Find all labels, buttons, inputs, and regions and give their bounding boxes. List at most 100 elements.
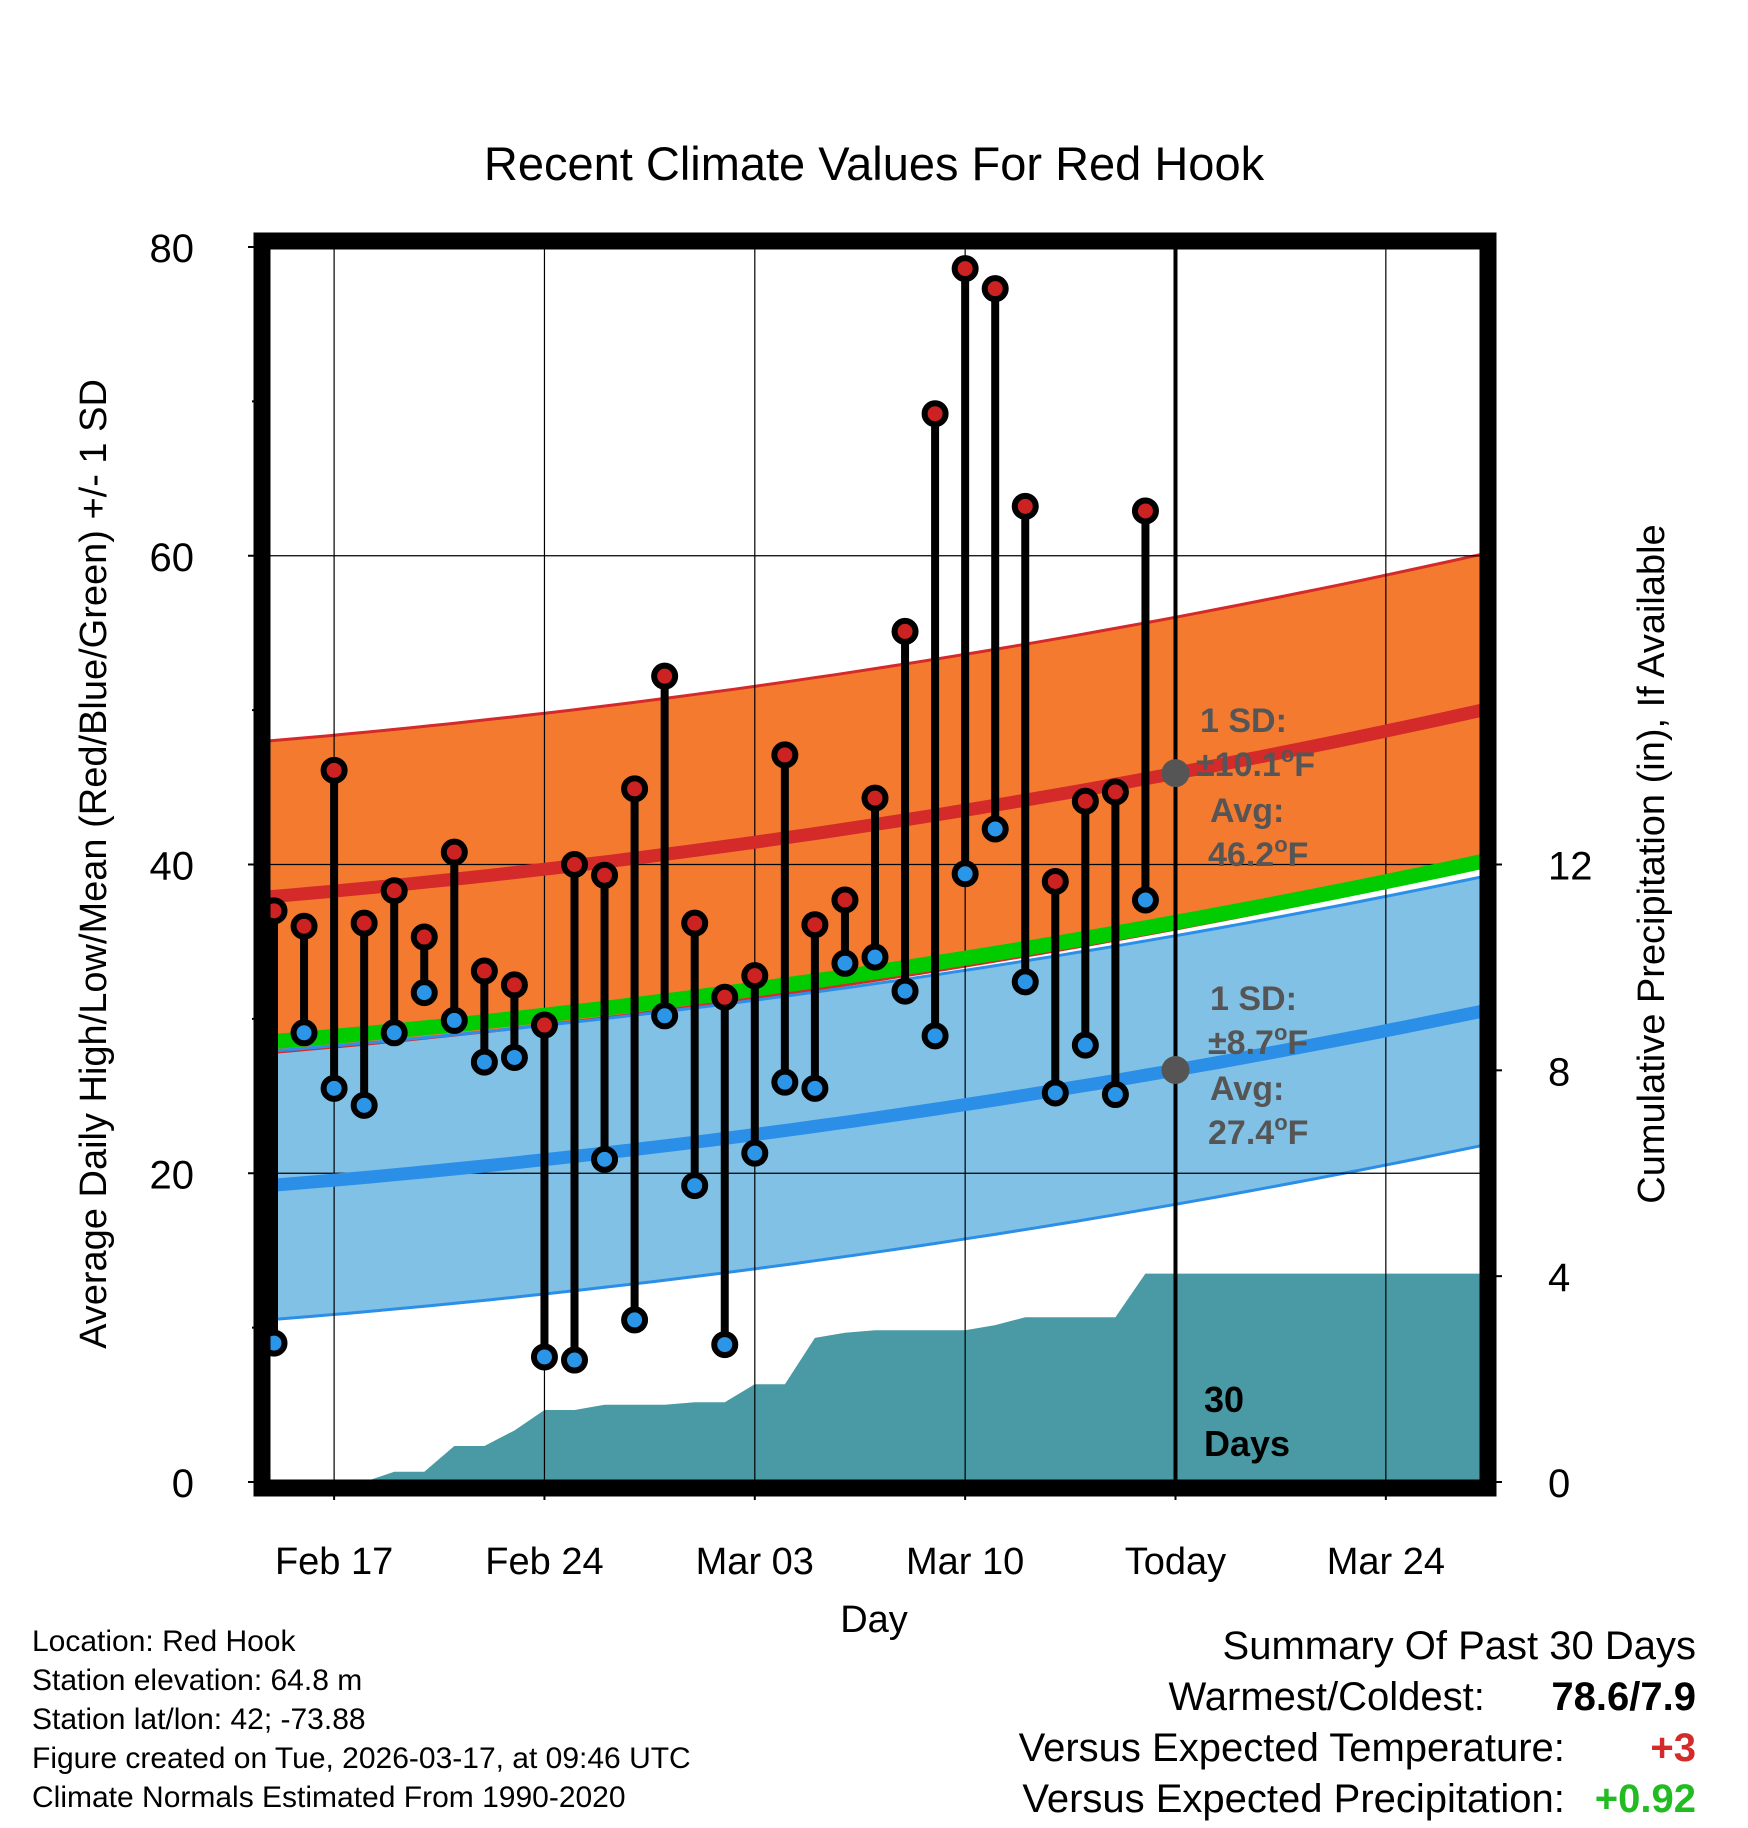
low-dot-19 [831,949,859,977]
low-dot-17 [771,1068,799,1096]
summary-panel: Summary Of Past 30 Days Warmest/Coldest:… [1019,1620,1696,1825]
normal-low-line [267,1004,1484,1193]
today-high-marker [1161,759,1190,788]
y2-axis-label: Cumulative Precipitation (in), If Availa… [1631,524,1673,1203]
temp-label: Versus Expected Temperature: [1018,1726,1565,1770]
x-tick-label-3: Mar 10 [906,1541,1024,1583]
low-dot-18 [801,1074,829,1102]
y2-tick-label-2: 8 [1548,1050,1570,1094]
high-dot-21 [891,617,919,645]
x-tick-label-2: Mar 03 [696,1541,814,1583]
low-dot-9 [530,1343,558,1371]
precip-area [268,1273,1482,1482]
high-dot-25 [1011,492,1039,520]
high-dot-24 [981,275,1009,303]
days-word: Days [1204,1423,1290,1464]
annotations: 1 SD: ±10.1oF Avg: 46.2oF 1 SD: ±8.7oF A… [1196,702,1315,1464]
x-tick-label-5: Mar 24 [1327,1541,1445,1583]
high-dot-1 [290,912,318,940]
low-dot-12 [621,1306,649,1334]
low-avg-number: 27.4 [1208,1114,1274,1152]
y-axis-label: Average Daily High/Low/Mean (Red/Blue/Gr… [73,379,115,1349]
warm-cold-row: Warmest/Coldest: 78.6/7.9 [1019,1672,1697,1723]
warm-cold-value: 78.6/7.9 [1551,1675,1696,1719]
low-dot-2 [320,1074,348,1102]
low-dot-1 [290,1019,318,1047]
y2-tick-label-0: 0 [1548,1462,1570,1506]
high-dot-20 [861,784,889,812]
low-dot-10 [561,1346,589,1374]
warm-cold-label: Warmest/Coldest: [1168,1675,1485,1719]
high-sd-degree: o [1281,742,1294,767]
high-avg-value: 46.2oF [1208,832,1308,874]
precip-label: Versus Expected Precipitation: [1022,1777,1565,1821]
temp-row: Versus Expected Temperature: +3 [1019,1723,1696,1774]
low-dot-6 [440,1006,468,1034]
y2-tick-label-1: 4 [1548,1256,1570,1300]
high-dot-18 [801,911,829,939]
low-sd-number: ±8.7 [1208,1024,1274,1062]
low-dot-25 [1011,968,1039,996]
high-sd-value: ±10.1oF [1196,742,1315,784]
high-dot-19 [831,886,859,914]
low-sd-label: 1 SD: [1210,980,1297,1018]
low-sd-upper-edge [267,875,1483,1053]
high-avg-degree: o [1274,832,1287,857]
precip-row: Versus Expected Precipitation: +0.92 [1019,1774,1696,1825]
high-dot-22 [921,400,949,428]
low-dot-29 [1131,886,1159,914]
station-info: Location: Red Hook Station elevation: 64… [32,1622,691,1817]
x-axis-label: Day [840,1599,908,1641]
low-dot-13 [651,1002,679,1030]
low-dot-22 [921,1022,949,1050]
high-dot-13 [651,662,679,690]
location-text: Location: Red Hook [32,1625,296,1658]
high-avg-number: 46.2 [1208,836,1274,874]
axes: 0 20 40 60 80 0 4 8 12 Feb 17 Feb 24 Mar 03 Mar 10 To… [150,227,1593,1583]
low-dot-5 [410,979,438,1007]
y-tick-label-0: 0 [172,1462,194,1506]
high-dot-16 [741,962,769,990]
low-avg-unit: F [1288,1114,1309,1152]
low-dot-23 [951,860,979,888]
precip-area-group [268,1273,1482,1482]
high-sd-upper-edge [267,552,1483,743]
high-dot-12 [621,775,649,803]
high-dot-10 [561,851,589,878]
low-sd-value: ±8.7oF [1208,1020,1308,1062]
high-dot-2 [320,756,348,784]
high-avg-label: Avg: [1210,792,1284,830]
chart-title: Recent Climate Values For Red Hook [484,137,1265,190]
temp-value: +3 [1650,1726,1696,1770]
low-dot-7 [470,1048,498,1076]
high-dot-8 [500,971,528,999]
daily-stems [270,268,1150,1361]
low-dot-4 [380,1019,408,1047]
high-dot-4 [380,877,408,905]
high-dot-11 [591,861,619,889]
daily-dots [260,255,1159,1374]
low-dot-16 [741,1139,769,1167]
low-dot-3 [350,1091,378,1119]
high-dot-15 [711,983,739,1011]
y2-tick-label-3: 12 [1548,845,1593,889]
high-dot-27 [1071,787,1099,815]
high-dot-7 [470,957,498,985]
y-tick-label-4: 80 [150,227,195,271]
low-dot-11 [591,1145,619,1173]
normal-lines [267,247,1484,1482]
summary-title: Summary Of Past 30 Days [1222,1624,1696,1668]
low-dot-21 [891,977,919,1005]
high-dot-23 [951,255,979,283]
created-text: Figure created on Tue, 2026-03-17, at 09… [32,1742,691,1775]
high-dot-28 [1101,778,1129,806]
low-dot-26 [1041,1079,1069,1107]
x-tick-label-0: Feb 17 [275,1541,393,1583]
y-tick-label-3: 60 [150,536,195,580]
high-avg-unit: F [1288,836,1309,874]
high-sd-label: 1 SD: [1200,702,1287,740]
days-count: 30 [1204,1379,1244,1420]
latlon-text: Station lat/lon: 42; -73.88 [32,1703,366,1736]
low-avg-value: 27.4oF [1208,1110,1308,1152]
